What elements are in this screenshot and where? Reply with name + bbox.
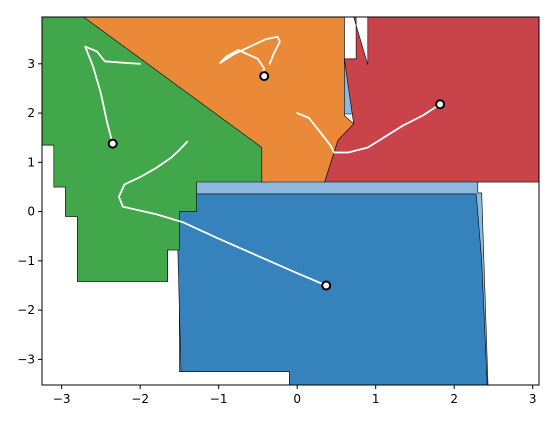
y-tick-label: 1 — [27, 155, 35, 169]
y-tick-label: 3 — [27, 57, 35, 71]
x-tick-label: −2 — [131, 392, 149, 406]
x-tick-label: 3 — [529, 392, 537, 406]
x-tick-label: −3 — [53, 392, 71, 406]
y-tick-label: −1 — [17, 254, 35, 268]
x-tick-label: 0 — [293, 392, 301, 406]
plot-area — [42, 17, 539, 385]
x-tick-label: −1 — [210, 392, 228, 406]
region-blue — [178, 194, 487, 385]
y-tick-label: −2 — [17, 303, 35, 317]
y-tick-label: −3 — [17, 352, 35, 366]
agent-marker — [109, 140, 117, 148]
region-layer — [42, 17, 539, 385]
agent-marker — [322, 282, 330, 290]
region-red — [325, 17, 539, 182]
x-axis: −3 −2 −1 0 1 2 3 — [53, 385, 537, 406]
y-tick-label: 0 — [27, 205, 35, 219]
agent-marker — [260, 72, 268, 80]
x-tick-label: 2 — [450, 392, 458, 406]
y-axis: −3 −2 −1 0 1 2 3 — [17, 57, 42, 367]
y-tick-label: 2 — [27, 106, 35, 120]
x-tick-label: 1 — [372, 392, 380, 406]
agent-marker — [436, 100, 444, 108]
